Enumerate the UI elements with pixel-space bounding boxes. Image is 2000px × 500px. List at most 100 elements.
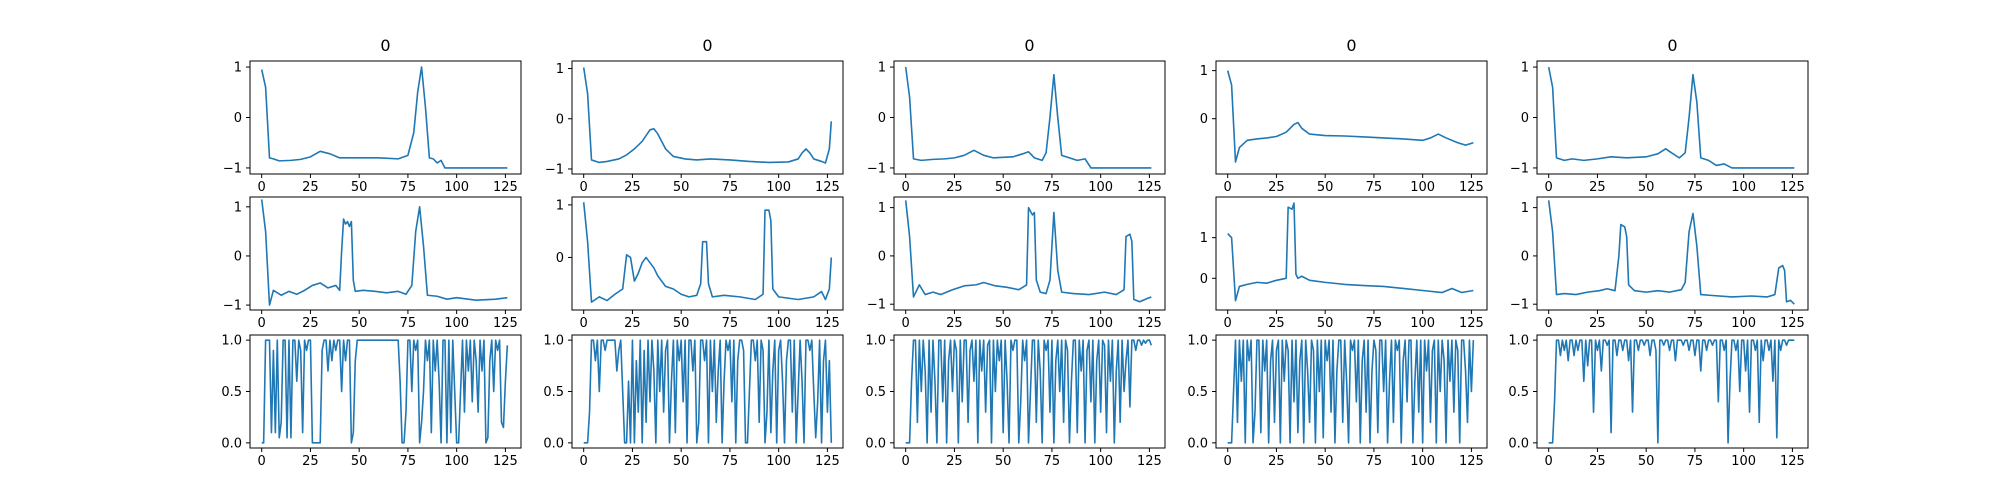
x-tick-label: 25 xyxy=(946,316,963,331)
panel-r2-c3: 0 25 50 75 100 125 0.0 0.5 1.0 xyxy=(1187,334,1488,469)
series-line-r0-c0 xyxy=(260,66,508,169)
x-tick-label: 125 xyxy=(1459,316,1484,331)
x-tick-label: 50 xyxy=(1638,454,1655,469)
y-tick-label: 0.5 xyxy=(1187,385,1208,400)
x-tick-label: 50 xyxy=(673,316,690,331)
x-tick-label: 25 xyxy=(1589,454,1606,469)
x-tick-label: 50 xyxy=(1317,454,1334,469)
x-tick-label: 125 xyxy=(493,454,518,469)
panel-r0-c2: 0 25 50 75 100 125 −1 0 1 xyxy=(867,60,1166,195)
y-tick-label: 0.0 xyxy=(1508,436,1529,451)
x-tick-label: 0 xyxy=(580,316,588,331)
x-tick-label: 0 xyxy=(902,454,910,469)
x-tick-label: 100 xyxy=(1410,180,1435,195)
panel-r1-c1: 0 25 50 75 100 125 0 1 xyxy=(556,196,844,331)
x-tick-label: 0 xyxy=(580,454,588,469)
x-tick-label: 50 xyxy=(995,454,1012,469)
x-tick-label: 125 xyxy=(1780,316,1805,331)
y-tick-label: −1 xyxy=(1510,161,1529,176)
panel-r1-c3: 0 25 50 75 100 125 0 1 xyxy=(1200,196,1488,331)
x-tick-label: 25 xyxy=(302,180,319,195)
x-tick-label: 100 xyxy=(1410,454,1435,469)
x-tick-label: 125 xyxy=(1137,180,1162,195)
x-tick-label: 75 xyxy=(722,180,739,195)
x-tick-label: 100 xyxy=(766,316,791,331)
y-tick-label: −1 xyxy=(223,299,242,314)
y-tick-label: 0.5 xyxy=(543,385,564,400)
axes-frame xyxy=(1536,196,1809,311)
x-tick-label: 25 xyxy=(946,454,963,469)
x-tick-label: 0 xyxy=(902,180,910,195)
x-tick-label: 125 xyxy=(1780,454,1805,469)
y-tick-label: 0.0 xyxy=(1187,436,1208,451)
x-tick-label: 0 xyxy=(1545,180,1553,195)
x-tick-label: 25 xyxy=(1589,180,1606,195)
panel-title-3: 0 xyxy=(1346,36,1356,55)
panel-r2-c0: 0 25 50 75 100 125 0.0 0.5 1.0 xyxy=(221,334,522,469)
x-tick-label: 100 xyxy=(1088,180,1113,195)
panel-r2-c4: 0 25 50 75 100 125 0.0 0.5 1.0 xyxy=(1508,334,1809,469)
x-tick-label: 50 xyxy=(1638,180,1655,195)
series-line-r2-c2 xyxy=(905,339,1153,444)
x-tick-label: 0 xyxy=(1545,316,1553,331)
x-tick-label: 75 xyxy=(1366,454,1383,469)
axes-frame xyxy=(571,196,844,311)
y-tick-label: 0 xyxy=(1521,249,1529,264)
panel-r0-c4: 0 25 50 75 100 125 −1 0 1 xyxy=(1510,60,1809,195)
x-tick-label: 50 xyxy=(351,180,368,195)
y-tick-label: 0 xyxy=(878,249,886,264)
x-tick-label: 75 xyxy=(1687,180,1704,195)
x-tick-label: 75 xyxy=(400,454,417,469)
panel-title-2: 0 xyxy=(1024,36,1034,55)
y-tick-label: 0.5 xyxy=(221,385,242,400)
y-tick-label: −1 xyxy=(867,298,886,313)
panel-r2-c2: 0 25 50 75 100 125 0.0 0.5 1.0 xyxy=(865,334,1166,469)
y-tick-label: 1.0 xyxy=(865,334,886,349)
x-tick-label: 50 xyxy=(351,316,368,331)
x-tick-label: 0 xyxy=(580,180,588,195)
y-tick-label: 0.5 xyxy=(1508,385,1529,400)
y-tick-label: 1.0 xyxy=(543,334,564,349)
x-tick-label: 0 xyxy=(1224,316,1232,331)
x-tick-label: 50 xyxy=(1317,316,1334,331)
x-tick-label: 25 xyxy=(624,316,641,331)
x-tick-label: 75 xyxy=(1366,316,1383,331)
x-tick-label: 100 xyxy=(1088,316,1113,331)
y-tick-label: 1 xyxy=(878,61,886,76)
y-tick-label: 0.5 xyxy=(865,385,886,400)
x-tick-label: 100 xyxy=(444,180,469,195)
x-tick-label: 0 xyxy=(1224,180,1232,195)
x-tick-label: 100 xyxy=(444,454,469,469)
panel-r1-c2: 0 25 50 75 100 125 −1 0 1 xyxy=(867,196,1166,331)
y-tick-label: −1 xyxy=(223,161,242,176)
x-tick-label: 75 xyxy=(400,180,417,195)
x-tick-label: 0 xyxy=(258,316,266,331)
x-tick-label: 0 xyxy=(258,454,266,469)
x-tick-label: 100 xyxy=(1410,316,1435,331)
y-tick-label: 0 xyxy=(556,251,564,266)
x-tick-label: 50 xyxy=(1317,180,1334,195)
series-line-r1-c2 xyxy=(904,200,1152,303)
y-tick-label: 0 xyxy=(878,111,886,126)
x-tick-label: 125 xyxy=(493,316,518,331)
x-tick-label: 125 xyxy=(1459,454,1484,469)
y-tick-label: 1 xyxy=(234,61,242,76)
x-tick-label: 25 xyxy=(624,180,641,195)
x-tick-label: 75 xyxy=(1687,316,1704,331)
x-tick-label: 75 xyxy=(1044,454,1061,469)
series-line-r1-c0 xyxy=(260,199,508,306)
y-tick-label: −1 xyxy=(1510,298,1529,313)
x-tick-label: 25 xyxy=(946,180,963,195)
x-tick-label: 25 xyxy=(1268,316,1285,331)
y-tick-label: 1 xyxy=(1200,64,1208,79)
x-tick-label: 125 xyxy=(1459,180,1484,195)
y-tick-label: −1 xyxy=(545,162,564,177)
x-tick-label: 75 xyxy=(722,316,739,331)
x-tick-label: 100 xyxy=(766,180,791,195)
y-tick-label: 1.0 xyxy=(1508,334,1529,349)
x-tick-label: 0 xyxy=(1224,454,1232,469)
x-tick-label: 100 xyxy=(444,316,469,331)
axes-frame xyxy=(1215,196,1488,311)
x-tick-label: 25 xyxy=(1589,316,1606,331)
